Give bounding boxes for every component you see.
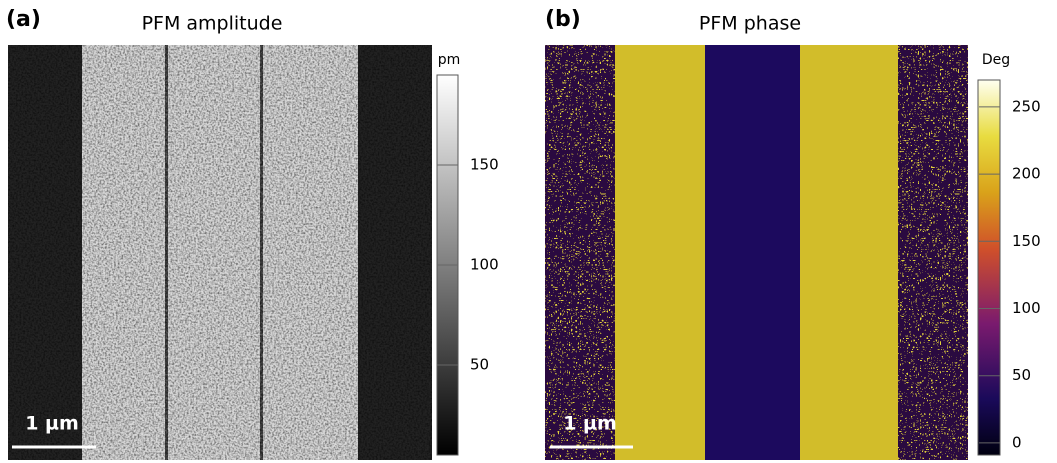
colorbar-tick-label: 0 [1012, 433, 1022, 451]
colorbar-unit: pm [438, 52, 461, 68]
colorbar-tick-label: 50 [470, 356, 489, 374]
panel-label: (b) [545, 7, 581, 32]
colorbar-tick-label: 100 [470, 256, 499, 274]
colorbar-tick-label: 50 [1012, 366, 1031, 384]
colorbar-tick-label: 250 [1012, 97, 1041, 115]
scale-bar-label: 1 µm [25, 413, 79, 435]
colorbar-tick-label: 150 [470, 156, 499, 174]
phase-image [545, 45, 968, 460]
scale-bar-label: 1 µm [563, 413, 617, 435]
colorbar-tick-label: 100 [1012, 299, 1041, 317]
panel-title: PFM amplitude [142, 13, 283, 35]
colorbar-tick-label: 150 [1012, 232, 1041, 250]
panel-label: (a) [6, 7, 41, 32]
colorbar-unit: Deg [982, 52, 1010, 68]
panel-title: PFM phase [699, 13, 801, 35]
colorbar-tick-label: 200 [1012, 165, 1041, 183]
colorbar [977, 79, 1001, 456]
amplitude-image [8, 45, 432, 460]
